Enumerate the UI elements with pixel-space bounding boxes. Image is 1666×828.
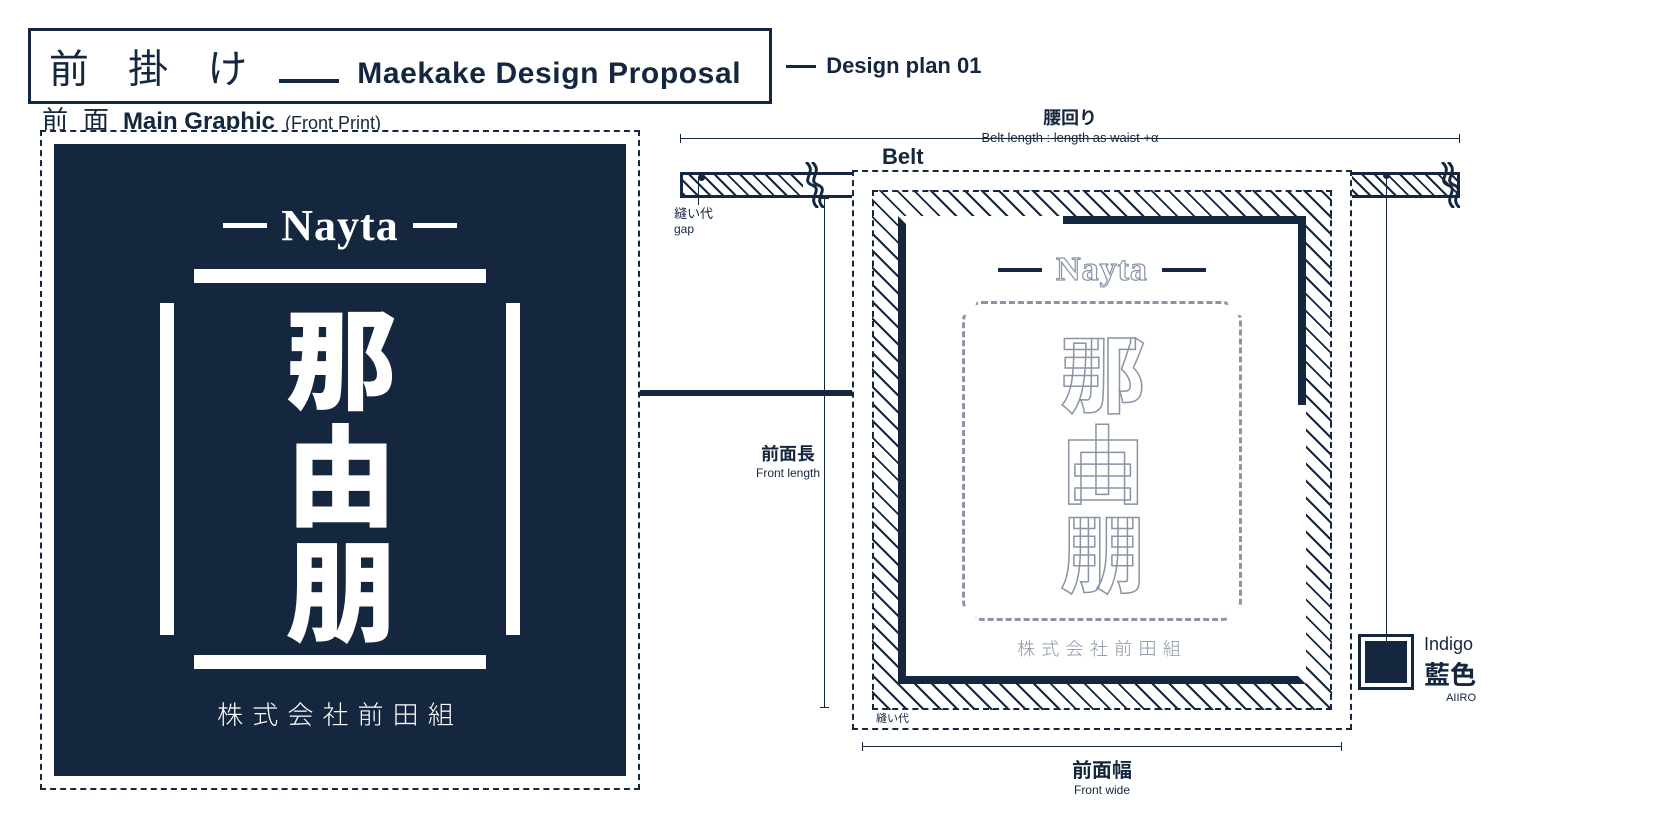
- logo-bar-right-icon: [1162, 268, 1206, 272]
- gap-en: gap: [674, 222, 713, 236]
- company-name-outline: 株式会社前田組: [1017, 635, 1187, 661]
- apron-outline: Nayta 那 由 朋 株式会社前田組 縫い代: [852, 170, 1352, 730]
- swatch-fill: [1365, 641, 1407, 683]
- plan-dash-icon: [786, 65, 816, 68]
- front-width-dimline-icon: [862, 746, 1342, 747]
- title-en: Maekake Design Proposal: [357, 57, 741, 91]
- logo-row: Nayta: [223, 200, 456, 251]
- swatch-romaji: AIIRO: [1424, 692, 1476, 704]
- belt-tick-line-icon: [698, 177, 699, 205]
- belt-dim-jp: 腰回り: [1043, 108, 1097, 128]
- front-width-label: 前面幅 Front wide: [852, 754, 1352, 797]
- belt-tick-icon: [698, 174, 705, 181]
- header: 前 掛 け Maekake Design Proposal Design pla…: [28, 28, 981, 104]
- belt-label: Belt: [882, 144, 924, 170]
- card-notch-icon: [486, 269, 520, 303]
- vdim-en: Front length: [756, 466, 820, 480]
- belt-gap-label: 縫い代 gap: [674, 206, 713, 236]
- company-name: 株式会社前田組: [217, 695, 463, 732]
- plan-label: Design plan 01: [826, 53, 981, 79]
- front-length-label: 前面長 Front length: [756, 440, 820, 480]
- kanji-3-outline: 朋: [1061, 509, 1143, 593]
- swatch-label: Indigo 藍色 AIIRO: [1424, 634, 1476, 704]
- card-notch-icon: [1227, 290, 1253, 316]
- title-jp: 前 掛 け: [49, 37, 261, 95]
- title-box: 前 掛 け Maekake Design Proposal: [28, 28, 772, 104]
- kanji-3: 朋: [286, 530, 394, 640]
- card-notch-icon: [1227, 606, 1253, 632]
- logo-bar-left-icon: [998, 268, 1042, 272]
- break-mark-icon: [800, 162, 824, 208]
- logo-text-outline: Nayta: [1056, 251, 1148, 289]
- logo-bar-right-icon: [413, 223, 457, 228]
- hdim-en: Front wide: [852, 783, 1352, 797]
- front-length-dimline-icon: [824, 198, 825, 708]
- swatch-en: Indigo: [1424, 634, 1473, 654]
- title-divider-icon: [279, 79, 339, 83]
- vdim-jp: 前面長: [761, 444, 815, 464]
- front-print-fill: Nayta 那 由 朋 株式会社前田組: [54, 144, 626, 776]
- logo-row-outline: Nayta: [998, 251, 1206, 289]
- front-print-frame: Nayta 那 由 朋 株式会社前田組: [40, 130, 640, 790]
- corner-accent-icon: [1063, 216, 1306, 224]
- corner-accent-icon: [1298, 216, 1306, 405]
- apron-seam-label: 縫い代: [876, 710, 909, 726]
- card-notch-icon: [160, 269, 194, 303]
- blueprint: 腰回り Belt length : length as waist +α Bel…: [680, 110, 1640, 810]
- apron-print-area: Nayta 那 由 朋 株式会社前田組: [898, 216, 1306, 684]
- card-notch-icon: [951, 290, 977, 316]
- gap-jp: 縫い代: [674, 206, 713, 221]
- card-notch-icon: [160, 635, 194, 669]
- break-mark-icon: [1436, 162, 1460, 208]
- card-notch-icon: [951, 606, 977, 632]
- logo-bar-left-icon: [223, 223, 267, 228]
- belt-dimension-line-icon: [680, 138, 1460, 139]
- kanji-card-outline: 那 由 朋: [962, 301, 1242, 621]
- swatch-jp: 藍色: [1424, 655, 1476, 692]
- card-notch-icon: [486, 635, 520, 669]
- color-swatch: [1358, 634, 1414, 690]
- logo-text: Nayta: [281, 200, 398, 251]
- kanji-card: 那 由 朋: [160, 269, 520, 669]
- hdim-jp: 前面幅: [1072, 760, 1132, 782]
- swatch-leader-line-icon: [1386, 172, 1387, 650]
